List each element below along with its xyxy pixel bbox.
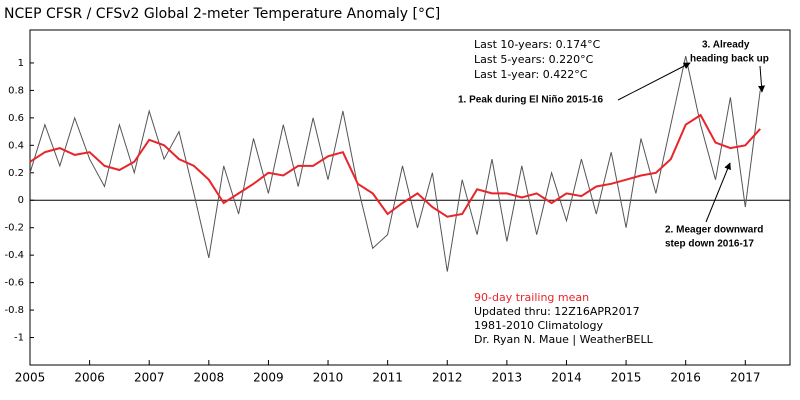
x-tick-label: 2015 [611, 371, 642, 385]
stat: Last 1-year: 0.422°C [474, 68, 588, 81]
y-tick-label: 0.8 [8, 85, 24, 96]
legend-entry: 90-day trailing mean [474, 291, 589, 304]
x-tick-label: 2017 [730, 371, 761, 385]
annotation: step down 2016-17 [665, 239, 754, 250]
annotation: heading back up [690, 54, 769, 65]
y-tick-label: -0.2 [4, 223, 24, 234]
note: Updated thru: 12Z16APR2017 [474, 305, 640, 318]
stat: Last 10-years: 0.174°C [474, 38, 601, 51]
y-tick-label: -0.6 [4, 278, 24, 289]
x-tick-label: 2009 [253, 371, 284, 385]
y-tick-label: 1 [18, 58, 24, 69]
annotation: 1. Peak during El Niño 2015-16 [458, 95, 603, 106]
arrow [705, 162, 731, 223]
x-tick-label: 2006 [74, 371, 105, 385]
x-tick-label: 2013 [492, 371, 523, 385]
x-tick-label: 2011 [372, 371, 403, 385]
y-tick-label: -0.8 [4, 305, 24, 316]
arrow [758, 65, 766, 93]
y-tick-label: 0.4 [8, 140, 24, 151]
plot: -1 -0.8 -0.6 -0.4 -0.2 0 0.2 0.4 0.6 0.8 1 2005 2006… [4, 55, 790, 385]
x-tick-label: 2016 [670, 371, 701, 385]
x-tick-label: 2005 [15, 371, 46, 385]
mean-line [29, 113, 761, 218]
plot-frame [29, 29, 791, 366]
y-tick-label: 0.2 [8, 168, 24, 179]
stat: Last 5-years: 0.220°C [474, 53, 594, 66]
y-tick-label: 0 [18, 195, 24, 206]
chart-title: NCEP CFSR / CFSv2 Global 2-meter Tempera… [4, 6, 440, 22]
x-tick-label: 2007 [134, 371, 165, 385]
annotation: 3. Already [702, 40, 750, 51]
x-tick-label: 2012 [432, 371, 463, 385]
y-tick-label: 0.6 [8, 113, 24, 124]
note: 1981-2010 Climatology [474, 319, 604, 332]
annotation: 2. Meager downward [665, 225, 763, 236]
x-tick-label: 2010 [313, 371, 344, 385]
daily-line [29, 55, 761, 272]
arrow [617, 62, 691, 101]
note: Dr. Ryan N. Maue | WeatherBELL [474, 333, 654, 346]
y-tick-label: -0.4 [4, 250, 24, 261]
x-tick-label: 2014 [551, 371, 582, 385]
x-tick-label: 2008 [194, 371, 225, 385]
y-tick-label: -1 [14, 333, 24, 344]
